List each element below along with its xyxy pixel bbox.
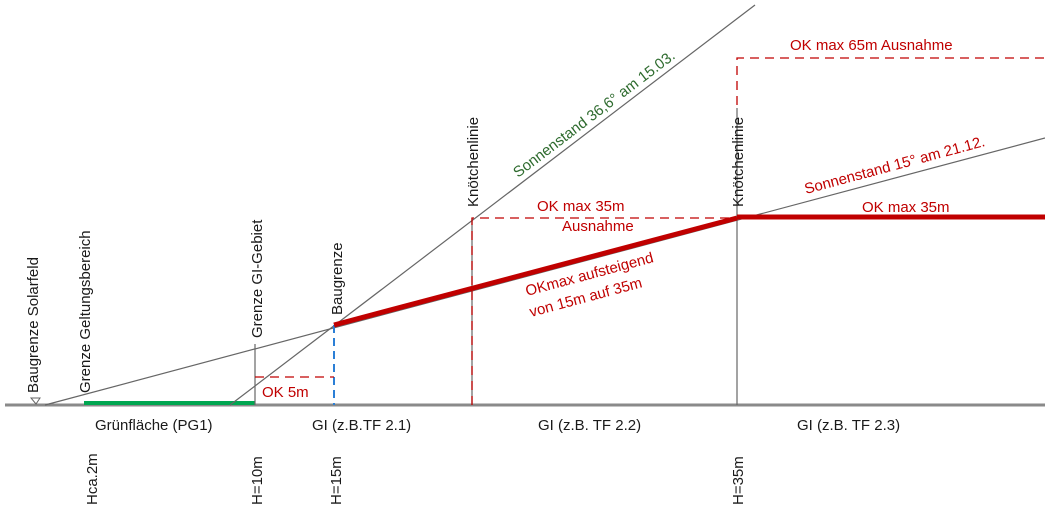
ok-max-35-label: OK max 35m [537, 198, 625, 215]
height-15-label: H=15m [328, 456, 345, 505]
zone-gi-tf22: GI (z.B. TF 2.2) [538, 417, 641, 434]
ok-5m-label: OK 5m [262, 384, 309, 401]
sonnenstand-15-label: Sonnenstand 15° am 21.12. [803, 133, 987, 198]
solarfeld-marker [29, 397, 41, 405]
ok-max-65-ausnahme-label: OK max 65m Ausnahme [790, 37, 953, 54]
zone-gruenflaeche: Grünfläche (PG1) [95, 417, 213, 434]
baugrenze-label: Baugrenze [329, 242, 346, 315]
ok-max-35-ausnahme-dashed [471, 217, 737, 405]
okmax-ascending-line [333, 215, 738, 328]
sonnenstand-36-label: Sonnenstand 36,6° am 15.03. [510, 47, 678, 181]
height-ca2-label: Hca.2m [84, 453, 101, 505]
baugrenze-solarfeld-label: Baugrenze Solarfeld [25, 257, 42, 393]
knoetchenlinie-1-label: Knötchenlinie [465, 117, 482, 207]
grenze-gi-gebiet-label: Grenze GI-Gebiet [249, 219, 266, 338]
ausnahme-label: Ausnahme [562, 218, 634, 235]
height-10-label: H=10m [249, 456, 266, 505]
ok-max-65-ausnahme-dashed [736, 57, 1045, 105]
sun-line-36-6 [229, 4, 756, 406]
grenze-geltungsbereich-label: Grenze Geltungsbereich [77, 230, 94, 393]
ok-max-35-right-label: OK max 35m [862, 199, 950, 216]
zone-gi-tf21: GI (z.B.TF 2.1) [312, 417, 411, 434]
height-35-label: H=35m [730, 456, 747, 505]
knoetchenlinie-2-label: Knötchenlinie [730, 117, 747, 207]
zone-gi-tf23: GI (z.B. TF 2.3) [797, 417, 900, 434]
